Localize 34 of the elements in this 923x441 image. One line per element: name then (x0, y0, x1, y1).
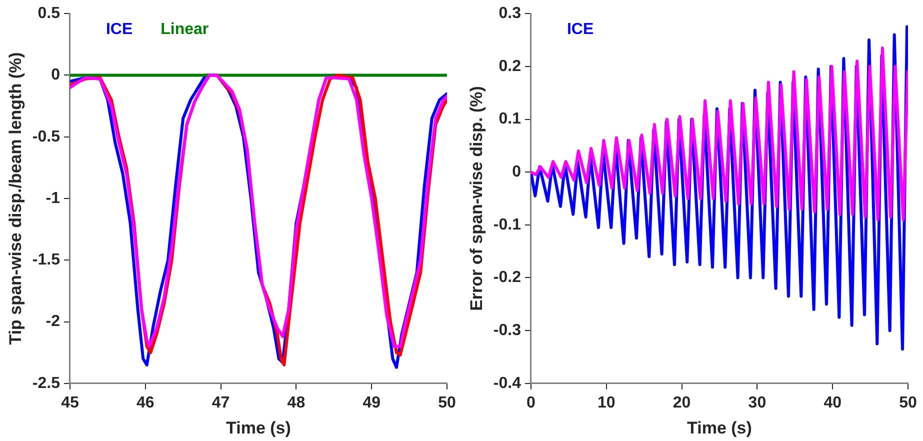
x-tick-label: 20 (672, 394, 691, 412)
y-tick-label: -0.2 (493, 269, 522, 286)
y-tick-label: 0.2 (498, 58, 522, 75)
x-tick-label: 47 (212, 394, 230, 412)
x-tick-label: 10 (597, 394, 616, 412)
x-tick-label: 50 (438, 394, 456, 412)
x-axis-title: Time (s) (687, 418, 752, 438)
y-tick-label: -2.5 (32, 374, 60, 392)
y-tick-label: -1 (46, 190, 60, 207)
x-tick-label: 49 (362, 394, 381, 412)
text: Linear (160, 21, 209, 38)
y-tick-label: 0.1 (498, 110, 522, 128)
x-tick-label: 30 (748, 394, 766, 412)
x-tick-label: 46 (136, 394, 154, 412)
y-tick-label: -0.3 (493, 322, 522, 339)
x-tick-label: 40 (824, 394, 842, 412)
y-axis-title: Error of span-wise disp. (%) (466, 86, 486, 311)
x-tick-label: 48 (287, 394, 306, 412)
x-axis-title: Time (s) (226, 418, 291, 438)
y-axis-title: Tip span-wise disp./beam length (%) (6, 52, 25, 345)
text: ICE (106, 21, 133, 38)
x-tick-label: 45 (61, 394, 79, 412)
y-tick-label: 0 (51, 66, 60, 84)
y-tick-label: -0.1 (493, 216, 522, 234)
y-tick-label: 0 (512, 163, 522, 180)
x-tick-label: 50 (899, 394, 917, 412)
x-tick-label: 0 (526, 394, 536, 412)
y-tick-label: 0.3 (498, 5, 522, 22)
y-tick-label: -1.5 (32, 252, 60, 269)
y-tick-label: -2 (46, 313, 60, 330)
y-tick-label: -0.5 (32, 128, 60, 146)
y-tick-label: 0.5 (38, 5, 60, 22)
y-tick-label: -0.4 (493, 374, 522, 392)
text: ICE (566, 21, 594, 38)
